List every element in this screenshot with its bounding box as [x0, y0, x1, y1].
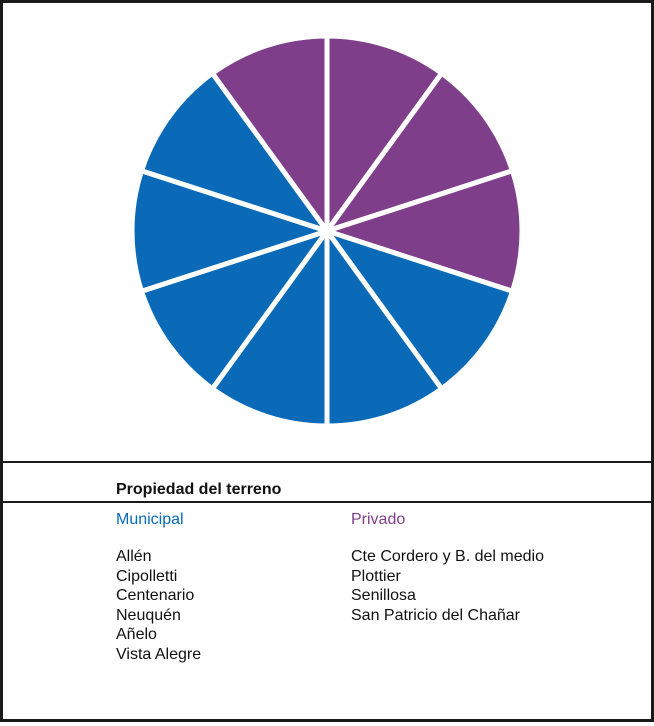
legend-municipal-list: Allén Cipolletti Centenario Neuquén Añel… [116, 547, 201, 664]
pie-slice-5 [324, 228, 445, 429]
legend-title: Propiedad del terreno [116, 481, 282, 498]
legend-item: Plottier [351, 567, 401, 585]
legend-privado-list: Cte Cordero y B. del medio Plottier Seni… [351, 547, 544, 625]
legend-item: Añelo [116, 626, 157, 643]
pie-slice-6 [209, 228, 330, 429]
legend-item: Vista Alegre [116, 645, 202, 663]
legend-item: Cte Cordero y B. del medio [351, 548, 544, 565]
legend-item: Senillosa [351, 587, 416, 604]
pie-chart-area [3, 3, 651, 461]
pie-slice-9 [139, 70, 330, 234]
pie-slice-4 [324, 228, 515, 392]
pie-chart [129, 33, 525, 429]
legend-item: Allén [116, 548, 152, 565]
legend-item: Centenario [116, 587, 195, 604]
legend-privado-heading: Privado [351, 511, 406, 528]
pie-slice-7 [139, 228, 330, 392]
divider-top [3, 461, 651, 463]
pie-slice-1 [324, 33, 445, 234]
legend-municipal-heading: Municipal [116, 511, 184, 528]
legend-item: Cipolletti [116, 567, 178, 585]
pie-slice-10 [209, 33, 330, 234]
pie-slice-8 [129, 168, 330, 294]
divider-bottom [3, 501, 651, 503]
pie-slice-2 [324, 70, 515, 234]
legend-item: Neuquén [116, 606, 181, 624]
legend-item: San Patricio del Chañar [351, 606, 520, 624]
pie-slice-3 [324, 168, 525, 294]
